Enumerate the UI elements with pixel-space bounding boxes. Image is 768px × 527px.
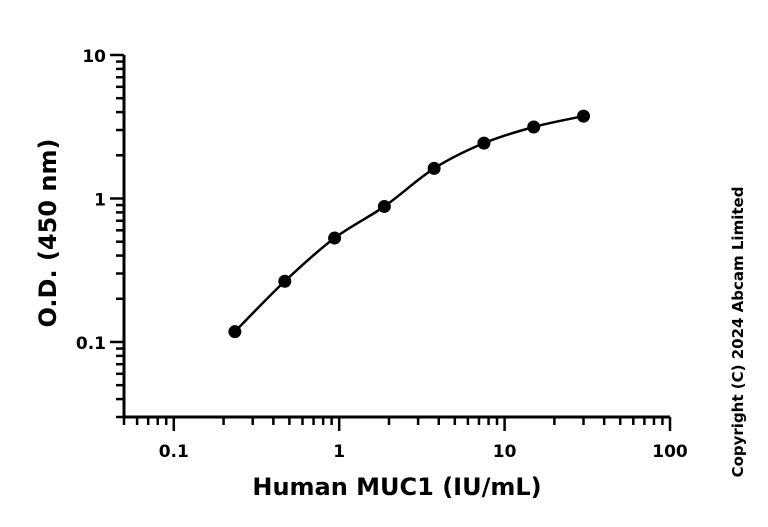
y-tick-label: 10 [82,47,106,67]
tick-labels: 0.1 1 10 100 0.1 1 10 [76,47,688,462]
data-point [527,120,541,134]
data-point [328,231,342,245]
data-point [427,161,441,175]
fit-curve [233,114,584,333]
y-tick-label: 1 [94,190,106,210]
data-point [377,199,391,213]
ticks [110,53,672,431]
x-tick-label: 10 [493,442,517,462]
data-point [228,325,242,339]
y-axis-title: O.D. (450 nm) [34,139,62,328]
y-tick-label: 0.1 [76,334,106,354]
x-tick-label: 0.1 [159,442,189,462]
data-point [577,109,591,123]
axes [122,55,670,419]
data-point [477,136,491,150]
copyright-notice: Copyright (C) 2024 Abcam Limited [729,187,747,478]
data-points [228,109,591,339]
x-tick-label: 100 [652,442,688,462]
x-tick-label: 1 [333,442,345,462]
x-axis-title: Human MUC1 (IU/mL) [252,473,541,501]
data-point [278,274,292,288]
